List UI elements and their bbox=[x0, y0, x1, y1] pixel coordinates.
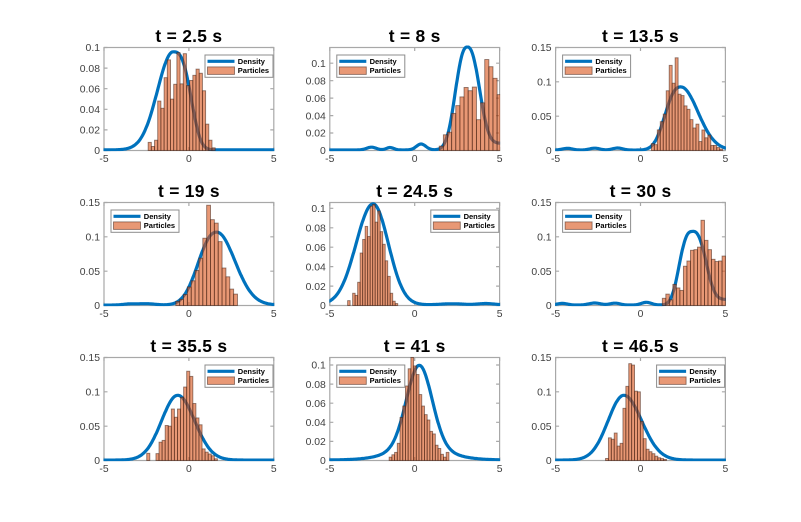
svg-text:0.1: 0.1 bbox=[86, 388, 101, 399]
svg-text:t = 2.5 s: t = 2.5 s bbox=[155, 26, 222, 46]
svg-text:0: 0 bbox=[412, 154, 418, 165]
svg-text:0.05: 0.05 bbox=[531, 112, 551, 123]
svg-text:-5: -5 bbox=[99, 309, 108, 320]
svg-text:0.05: 0.05 bbox=[80, 267, 100, 278]
svg-text:0: 0 bbox=[412, 309, 418, 320]
svg-text:0.02: 0.02 bbox=[306, 282, 326, 293]
svg-text:Density: Density bbox=[595, 212, 623, 221]
svg-text:t = 35.5 s: t = 35.5 s bbox=[150, 336, 227, 356]
svg-text:0: 0 bbox=[546, 301, 552, 312]
svg-text:5: 5 bbox=[271, 464, 277, 475]
svg-text:0: 0 bbox=[546, 146, 552, 157]
svg-text:-5: -5 bbox=[325, 464, 334, 475]
svg-text:Density: Density bbox=[370, 57, 398, 66]
svg-text:0.15: 0.15 bbox=[531, 353, 551, 364]
svg-text:0.1: 0.1 bbox=[311, 59, 326, 70]
svg-text:t = 8 s: t = 8 s bbox=[389, 26, 441, 46]
svg-text:0.08: 0.08 bbox=[306, 380, 326, 391]
svg-text:t = 41 s: t = 41 s bbox=[384, 336, 446, 356]
svg-text:Particles: Particles bbox=[689, 376, 720, 385]
svg-text:0.02: 0.02 bbox=[306, 129, 326, 140]
svg-text:Particles: Particles bbox=[595, 221, 626, 230]
svg-text:0.15: 0.15 bbox=[531, 43, 551, 54]
svg-text:0: 0 bbox=[320, 146, 326, 157]
svg-text:0: 0 bbox=[186, 464, 192, 475]
svg-text:0.04: 0.04 bbox=[306, 418, 326, 429]
svg-text:0.05: 0.05 bbox=[80, 422, 100, 433]
svg-text:0.08: 0.08 bbox=[306, 224, 326, 235]
svg-text:0.02: 0.02 bbox=[80, 126, 100, 137]
svg-text:0.15: 0.15 bbox=[80, 198, 100, 209]
svg-text:Particles: Particles bbox=[464, 221, 495, 230]
svg-text:0.04: 0.04 bbox=[80, 105, 100, 116]
svg-text:0.1: 0.1 bbox=[311, 361, 326, 372]
svg-text:Particles: Particles bbox=[238, 376, 269, 385]
svg-text:5: 5 bbox=[271, 154, 277, 165]
svg-text:0.1: 0.1 bbox=[537, 388, 552, 399]
svg-text:0.04: 0.04 bbox=[306, 262, 326, 273]
svg-text:0: 0 bbox=[94, 146, 100, 157]
svg-text:Density: Density bbox=[689, 367, 717, 376]
svg-text:5: 5 bbox=[723, 464, 729, 475]
svg-text:t = 30 s: t = 30 s bbox=[610, 181, 672, 201]
svg-text:5: 5 bbox=[497, 309, 503, 320]
svg-text:0: 0 bbox=[320, 301, 326, 312]
svg-text:t = 13.5 s: t = 13.5 s bbox=[602, 26, 679, 46]
svg-text:Density: Density bbox=[238, 57, 266, 66]
svg-text:Density: Density bbox=[238, 367, 266, 376]
svg-text:0.1: 0.1 bbox=[537, 78, 552, 89]
svg-text:0.1: 0.1 bbox=[86, 233, 101, 244]
svg-text:Particles: Particles bbox=[238, 66, 269, 75]
svg-text:-5: -5 bbox=[551, 154, 560, 165]
svg-text:5: 5 bbox=[497, 464, 503, 475]
svg-text:0.06: 0.06 bbox=[306, 399, 326, 410]
svg-text:Density: Density bbox=[595, 57, 623, 66]
svg-text:0: 0 bbox=[546, 456, 552, 467]
svg-text:0: 0 bbox=[638, 464, 644, 475]
svg-text:0.05: 0.05 bbox=[531, 422, 551, 433]
svg-text:5: 5 bbox=[723, 309, 729, 320]
svg-text:t = 46.5 s: t = 46.5 s bbox=[602, 336, 679, 356]
svg-text:0.06: 0.06 bbox=[306, 243, 326, 254]
svg-text:-5: -5 bbox=[99, 464, 108, 475]
svg-text:0: 0 bbox=[638, 309, 644, 320]
svg-text:5: 5 bbox=[271, 309, 277, 320]
svg-text:0: 0 bbox=[412, 464, 418, 475]
svg-text:t = 19 s: t = 19 s bbox=[158, 181, 220, 201]
svg-text:5: 5 bbox=[723, 154, 729, 165]
svg-text:0: 0 bbox=[186, 154, 192, 165]
svg-text:0.1: 0.1 bbox=[311, 204, 326, 215]
svg-text:0.15: 0.15 bbox=[80, 353, 100, 364]
svg-text:-5: -5 bbox=[325, 309, 334, 320]
svg-text:-5: -5 bbox=[99, 154, 108, 165]
svg-text:0: 0 bbox=[94, 301, 100, 312]
svg-text:0.15: 0.15 bbox=[531, 198, 551, 209]
svg-text:-5: -5 bbox=[551, 464, 560, 475]
svg-text:0.1: 0.1 bbox=[537, 233, 552, 244]
svg-text:Particles: Particles bbox=[370, 66, 401, 75]
svg-text:Particles: Particles bbox=[595, 66, 626, 75]
svg-text:0.06: 0.06 bbox=[306, 94, 326, 105]
svg-text:Density: Density bbox=[464, 212, 492, 221]
svg-text:0.06: 0.06 bbox=[80, 84, 100, 95]
svg-text:Particles: Particles bbox=[144, 221, 175, 230]
svg-text:0.08: 0.08 bbox=[80, 64, 100, 75]
svg-text:0: 0 bbox=[320, 456, 326, 467]
svg-text:0.02: 0.02 bbox=[306, 437, 326, 448]
svg-text:0: 0 bbox=[638, 154, 644, 165]
svg-text:Density: Density bbox=[144, 212, 172, 221]
svg-text:0.04: 0.04 bbox=[306, 111, 326, 122]
svg-text:0: 0 bbox=[186, 309, 192, 320]
svg-text:Density: Density bbox=[370, 367, 398, 376]
svg-text:0.1: 0.1 bbox=[86, 43, 101, 54]
svg-text:Particles: Particles bbox=[370, 376, 401, 385]
svg-text:5: 5 bbox=[497, 154, 503, 165]
svg-text:-5: -5 bbox=[325, 154, 334, 165]
svg-text:0.08: 0.08 bbox=[306, 76, 326, 87]
svg-text:0: 0 bbox=[94, 456, 100, 467]
svg-text:0.05: 0.05 bbox=[531, 267, 551, 278]
svg-text:t = 24.5 s: t = 24.5 s bbox=[376, 181, 453, 201]
svg-text:-5: -5 bbox=[551, 309, 560, 320]
